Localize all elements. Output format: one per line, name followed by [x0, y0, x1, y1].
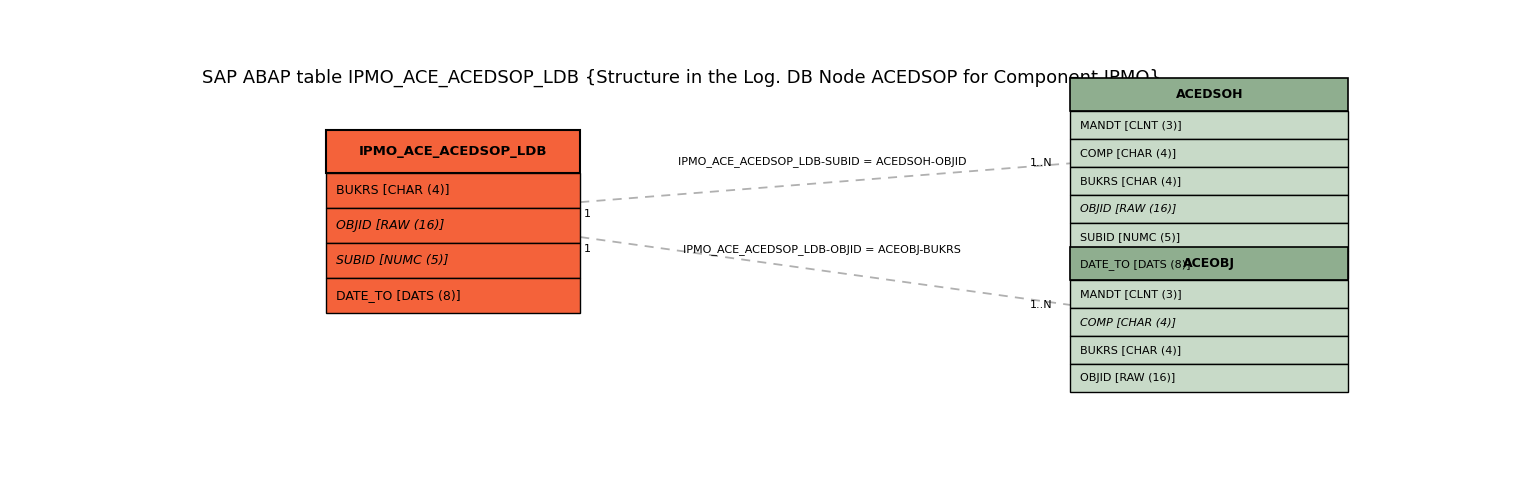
Text: DATE_TO [DATS (8)]: DATE_TO [DATS (8)] — [335, 289, 460, 302]
Bar — [1070, 139, 1349, 167]
Text: DATE_TO [DATS (8)]: DATE_TO [DATS (8)] — [1081, 259, 1190, 270]
Text: MANDT [CLNT (3)]: MANDT [CLNT (3)] — [1081, 120, 1181, 130]
Bar — [1070, 167, 1349, 195]
Bar — [326, 208, 581, 243]
Bar — [1070, 195, 1349, 223]
Text: BUKRS [CHAR (4)]: BUKRS [CHAR (4)] — [1081, 176, 1181, 186]
Text: COMP [CHAR (4)]: COMP [CHAR (4)] — [1081, 148, 1177, 158]
Text: OBJID [RAW (16)]: OBJID [RAW (16)] — [1081, 372, 1175, 383]
Bar — [1070, 247, 1349, 280]
Text: 1..N: 1..N — [1030, 300, 1053, 310]
Text: IPMO_ACE_ACEDSOP_LDB-SUBID = ACEDSOH-OBJID: IPMO_ACE_ACEDSOP_LDB-SUBID = ACEDSOH-OBJ… — [678, 156, 966, 167]
Bar — [326, 173, 581, 208]
Text: SUBID [NUMC (5)]: SUBID [NUMC (5)] — [335, 254, 448, 267]
Text: BUKRS [CHAR (4)]: BUKRS [CHAR (4)] — [1081, 345, 1181, 355]
Bar — [1070, 250, 1349, 279]
Text: IPMO_ACE_ACEDSOP_LDB-OBJID = ACEOBJ-BUKRS: IPMO_ACE_ACEDSOP_LDB-OBJID = ACEOBJ-BUKR… — [683, 243, 962, 255]
Text: OBJID [RAW (16)]: OBJID [RAW (16)] — [335, 219, 443, 232]
Text: OBJID [RAW (16)]: OBJID [RAW (16)] — [1081, 204, 1177, 214]
Bar — [326, 278, 581, 312]
Text: 1..N: 1..N — [1030, 158, 1053, 168]
Bar — [1070, 336, 1349, 363]
Text: BUKRS [CHAR (4)]: BUKRS [CHAR (4)] — [335, 184, 450, 197]
Text: 1: 1 — [584, 244, 591, 254]
Bar — [1070, 78, 1349, 111]
Bar — [1070, 223, 1349, 250]
Bar — [326, 131, 581, 173]
Bar — [326, 243, 581, 278]
Bar — [1070, 307, 1349, 336]
Text: SAP ABAP table IPMO_ACE_ACEDSOP_LDB {Structure in the Log. DB Node ACEDSOP for C: SAP ABAP table IPMO_ACE_ACEDSOP_LDB {Str… — [203, 68, 1161, 87]
Text: ACEDSOH: ACEDSOH — [1175, 88, 1244, 101]
Text: SUBID [NUMC (5)]: SUBID [NUMC (5)] — [1081, 232, 1180, 242]
Text: ACEOBJ: ACEOBJ — [1183, 257, 1234, 270]
Bar — [1070, 111, 1349, 139]
Bar — [1070, 363, 1349, 392]
Bar — [1070, 280, 1349, 307]
Text: COMP [CHAR (4)]: COMP [CHAR (4)] — [1081, 317, 1177, 327]
Text: MANDT [CLNT (3)]: MANDT [CLNT (3)] — [1081, 289, 1181, 299]
Text: IPMO_ACE_ACEDSOP_LDB: IPMO_ACE_ACEDSOP_LDB — [360, 145, 547, 158]
Text: 1: 1 — [584, 209, 591, 219]
